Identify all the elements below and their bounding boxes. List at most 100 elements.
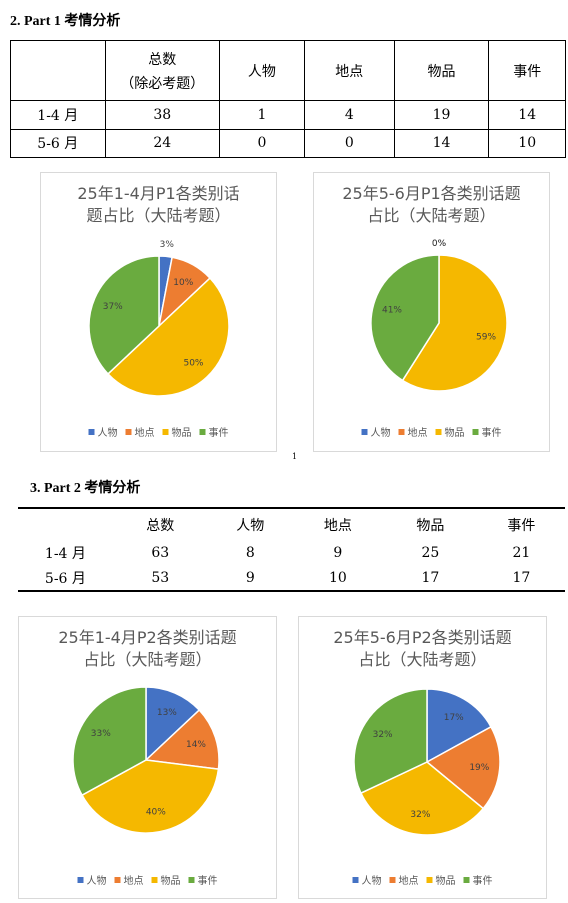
header-text: 地点	[335, 63, 364, 80]
table-cell: 9	[333, 545, 343, 562]
pie-slice	[72, 686, 147, 797]
chart-box: 25年5-6月P1各类别话题 占比（大陆考题） 0% 0% 59% 41% 人物 地点 物品 事件	[313, 172, 550, 452]
data-label: 17%	[444, 713, 464, 723]
legend-swatch	[463, 877, 470, 883]
data-label: 59%	[476, 333, 496, 343]
legend-label: 事件	[482, 426, 502, 439]
header-text: 地点	[323, 518, 352, 534]
table-row: 1-4 月 38 1 4 19 14	[10, 100, 566, 130]
header-note: （除必考题）	[120, 75, 205, 92]
corner-cell	[18, 508, 113, 541]
chart-title: 25年5-6月P1各类别话题	[342, 184, 520, 203]
legend-label: 人物	[98, 426, 118, 439]
legend-swatch	[188, 877, 195, 883]
header-text: 总数	[146, 518, 175, 534]
legend-label: 物品	[436, 874, 456, 887]
data-label: 10%	[173, 278, 193, 288]
pie-slice	[145, 686, 201, 762]
pie-slice	[88, 255, 160, 375]
pie-slice	[426, 688, 492, 764]
chart-title: 25年1-4月P2各类别话题	[58, 628, 236, 647]
legend-swatch	[125, 429, 132, 435]
header-cell: 事件	[478, 508, 565, 541]
chart-title: 25年1-4月P1各类别话	[77, 184, 239, 203]
header-row: 总数 人物 地点 物品 事件	[18, 508, 565, 541]
header-cell: 人物	[218, 40, 305, 101]
legend-label: 人物	[362, 874, 382, 887]
table-cell: 17	[421, 569, 440, 586]
legend-label: 地点	[408, 426, 428, 439]
table-cell: 5-6 月	[10, 128, 106, 158]
legend-swatch	[435, 429, 442, 435]
section-title: 3. Part 2 考情分析	[30, 481, 141, 496]
table-cell: 14	[393, 128, 490, 158]
data-label: 3%	[160, 240, 175, 250]
table-row: 1-4 月 63 8 9 25 21	[18, 541, 565, 565]
table-cell: 5-6 月	[44, 570, 86, 587]
header-cell: 物品	[383, 508, 478, 541]
table-cell: 9	[245, 569, 255, 586]
legend-label: 地点	[124, 874, 144, 887]
table-cell: 53	[151, 569, 170, 586]
chart-title: 占比（大陆考题）	[367, 206, 495, 225]
header-cell: 人物	[208, 508, 293, 541]
table-cell: 4	[303, 100, 395, 130]
legend-swatch	[361, 429, 368, 435]
legend-label: 地点	[135, 426, 155, 439]
corner-cell	[10, 40, 106, 101]
table-cell: 17	[512, 569, 531, 586]
pie-slice	[144, 708, 220, 770]
header-cell: 物品	[393, 40, 490, 101]
data-label: 32%	[373, 730, 393, 740]
table-cell: 14	[488, 100, 566, 130]
legend: 人物 地点 物品 事件	[352, 874, 493, 887]
table-cell: 1-4 月	[44, 546, 86, 563]
table-row: 5-6 月 24 0 0 14 10	[10, 128, 566, 158]
legend-label: 事件	[198, 874, 218, 887]
table-cell: 1	[218, 100, 305, 130]
legend-swatch	[199, 429, 206, 435]
table-cell: 0	[218, 128, 305, 158]
legend-swatch	[389, 877, 396, 883]
pie-slice	[370, 254, 440, 382]
table-cell: 21	[512, 545, 531, 562]
pie-slice	[353, 688, 428, 795]
chart-title: 25年5-6月P2各类别话题	[333, 628, 511, 647]
legend-swatch	[352, 877, 359, 883]
data-label: 40%	[146, 808, 166, 818]
data-label: 13%	[157, 708, 177, 718]
header-text: 事件	[507, 518, 536, 534]
legend-label: 物品	[445, 426, 465, 439]
table-cell: 10	[488, 128, 566, 158]
legend: 人物 地点 物品 事件	[77, 874, 218, 887]
legend: 人物 地点 物品 事件	[88, 426, 229, 439]
data-label: 50%	[183, 359, 203, 369]
pie-slice	[401, 254, 508, 392]
data-label: 41%	[382, 305, 402, 315]
data-label: 32%	[410, 810, 430, 820]
data-label: 0%	[432, 239, 447, 249]
data-label: 37%	[103, 302, 123, 312]
legend-label: 事件	[473, 874, 493, 887]
header-cell: 总数 （除必考题）	[104, 40, 220, 101]
data-label: 33%	[91, 729, 111, 739]
table-cell: 24	[104, 128, 220, 158]
chart-title: 占比（大陆考题）	[83, 650, 211, 669]
table: 总数 （除必考题） 人物 地点 物品 事件 1-4 月 38 1 4 19 14 5-6 月 24 0 0 14…	[10, 40, 566, 158]
legend-swatch	[88, 429, 95, 435]
table: 总数 人物 地点 物品 事件 1-4 月 63 8 9 25 21 5-6 月 53 9 10 17 17	[18, 507, 565, 592]
header-cell: 总数	[113, 508, 208, 541]
chart-box: 25年5-6月P2各类别话题 占比（大陆考题） 17% 19% 32% 32% 人物 地点 物品…	[298, 616, 547, 899]
legend-swatch	[472, 429, 479, 435]
legend: 人物 地点 物品 事件	[361, 426, 502, 439]
legend-swatch	[151, 877, 158, 883]
data-label: 14%	[186, 740, 206, 750]
legend-label: 人物	[87, 874, 107, 887]
page-number: 1	[292, 452, 298, 461]
header-text: 物品	[427, 63, 456, 80]
legend-swatch	[426, 877, 433, 883]
